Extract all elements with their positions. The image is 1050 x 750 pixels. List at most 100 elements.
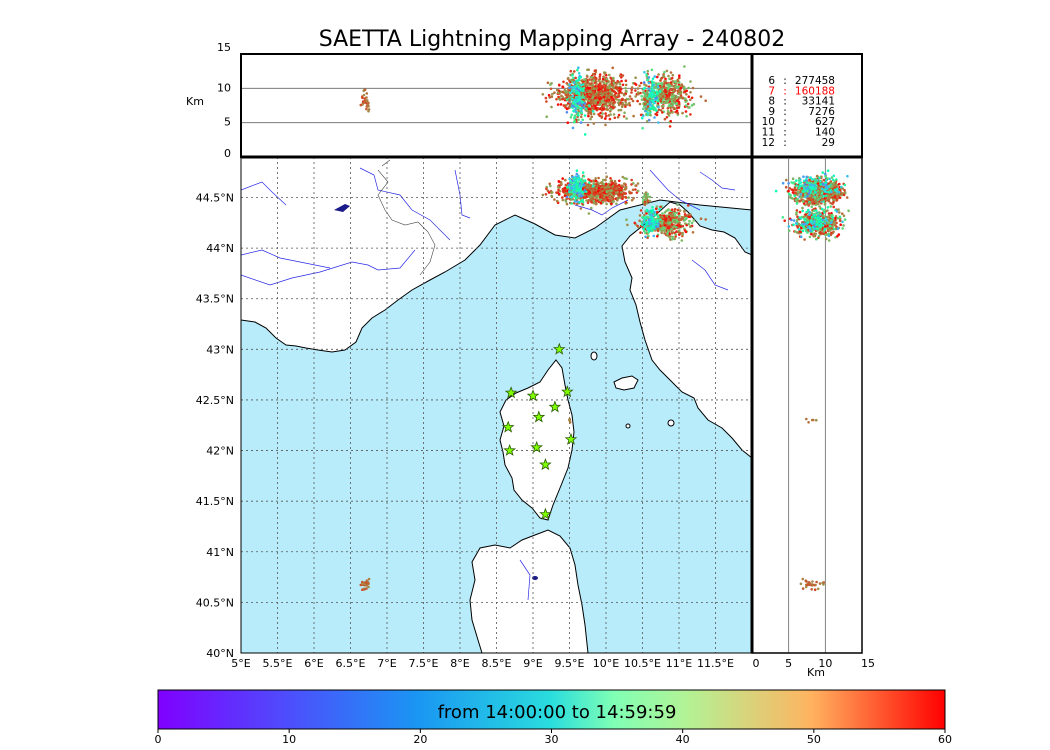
lightning-source <box>666 219 670 222</box>
lightning-source <box>841 212 844 215</box>
lightning-source <box>832 178 835 182</box>
lightning-source <box>808 216 812 220</box>
lightning-source <box>573 120 576 124</box>
lightning-source <box>803 183 807 186</box>
lightning-source <box>659 218 662 221</box>
lightning-source <box>545 100 548 103</box>
lightning-source <box>630 97 633 101</box>
lightning-source <box>565 103 568 107</box>
lon-tick-label: 7.5°E <box>409 657 439 670</box>
lightning-source <box>793 194 796 198</box>
lightning-source <box>575 169 579 172</box>
lightning-source <box>644 223 648 226</box>
lightning-source <box>621 83 625 87</box>
lightning-source <box>599 84 603 87</box>
lightning-source <box>686 204 690 207</box>
lightning-source <box>565 195 569 199</box>
lightning-source <box>618 99 621 102</box>
lightning-source <box>658 227 662 231</box>
lightning-source <box>668 111 672 115</box>
lightning-source <box>664 79 667 83</box>
lightning-source <box>671 73 675 77</box>
lightning-source <box>581 118 584 122</box>
lightning-source <box>821 198 824 202</box>
borders <box>377 159 436 276</box>
lightning-source <box>661 212 664 215</box>
lightning-source <box>806 231 809 234</box>
lightning-source <box>843 183 847 187</box>
lightning-source <box>795 213 798 216</box>
lightning-source <box>590 201 593 204</box>
station-star <box>532 410 546 423</box>
lightning-source <box>561 196 564 199</box>
lightning-source <box>365 107 368 111</box>
lightning-source <box>643 192 646 196</box>
lightning-source <box>617 95 621 98</box>
lightning-source <box>689 80 692 83</box>
lightning-source <box>577 174 580 178</box>
lightning-source <box>659 205 662 209</box>
lightning-source <box>573 176 577 179</box>
lightning-source <box>556 186 560 189</box>
lightning-source <box>795 202 799 205</box>
lightning-source <box>795 179 798 182</box>
lightning-source <box>675 109 679 113</box>
lightning-source <box>637 92 640 96</box>
lightning-source <box>646 192 649 196</box>
lightning-source <box>642 87 645 91</box>
lightning-source <box>559 103 563 106</box>
lightning-source <box>571 74 574 77</box>
lightning-source <box>587 212 591 215</box>
lightning-source <box>651 100 655 103</box>
lightning-source <box>678 209 682 212</box>
lat-tick-label: 42.5°N <box>196 394 234 407</box>
lightning-source <box>578 194 581 198</box>
lightning-source <box>832 192 835 196</box>
lightning-source <box>625 218 628 221</box>
lightning-source <box>550 191 553 194</box>
lightning-source <box>683 210 686 213</box>
lightning-source <box>684 230 688 234</box>
lightning-source <box>606 86 609 89</box>
lightning-source <box>623 182 626 185</box>
lightning-source <box>828 224 832 228</box>
lightning-source <box>592 201 596 205</box>
lightning-source <box>792 223 795 227</box>
lightning-source <box>636 189 640 193</box>
lightning-source <box>581 100 584 104</box>
lightning-source <box>627 196 630 199</box>
lightning-source <box>643 194 647 198</box>
lightning-source <box>619 108 623 112</box>
lightning-source <box>798 210 802 214</box>
lightning-source <box>642 107 645 111</box>
lightning-source <box>826 206 830 209</box>
lightning-source <box>587 101 590 105</box>
lightning-source <box>801 209 804 213</box>
lightning-source <box>365 92 369 95</box>
lightning-source <box>630 198 634 202</box>
lightning-source <box>812 235 816 238</box>
lightning-source <box>575 196 578 200</box>
lightning-source <box>650 93 653 96</box>
lightning-source <box>651 77 655 81</box>
lightning-source <box>663 70 666 74</box>
lightning-source <box>636 182 640 185</box>
lightning-source <box>810 211 814 215</box>
lightning-source <box>648 97 652 100</box>
lightning-source <box>571 94 575 98</box>
lightning-source <box>799 181 803 184</box>
lightning-source <box>590 87 594 90</box>
lightning-source <box>833 227 836 231</box>
lightning-source <box>675 99 679 103</box>
lightning-source <box>640 98 644 101</box>
lightning-source <box>562 80 565 84</box>
lightning-source <box>367 585 370 589</box>
lightning-source <box>597 88 600 92</box>
lightning-source <box>673 220 676 223</box>
lightning-source <box>665 116 669 119</box>
lightning-source <box>595 91 598 95</box>
lightning-source <box>621 74 625 77</box>
chart-title: SAETTA Lightning Mapping Array - 240802 <box>319 27 786 52</box>
lightning-source <box>581 171 585 174</box>
